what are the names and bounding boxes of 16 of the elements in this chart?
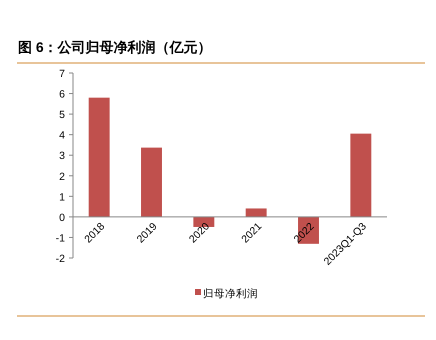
y-tick-label: 7 [59,68,66,80]
y-tick-label: 4 [59,130,66,142]
y-tick-label: 1 [59,191,66,204]
bar [141,148,162,217]
y-tick-label: 3 [59,150,66,162]
y-tick-label: 5 [59,109,66,122]
y-tick-label: 0 [59,212,66,224]
bar [246,208,267,217]
y-tick-label: 2 [59,170,66,183]
legend-label: 归母净利润 [203,287,258,300]
bar [350,134,372,217]
bar [88,98,110,217]
y-tick-label: -2 [56,253,66,265]
y-tick-label: 6 [59,88,66,101]
chart-title: 图 6：公司归母净利润（亿元） [18,39,212,55]
y-tick-label: -1 [56,232,66,244]
